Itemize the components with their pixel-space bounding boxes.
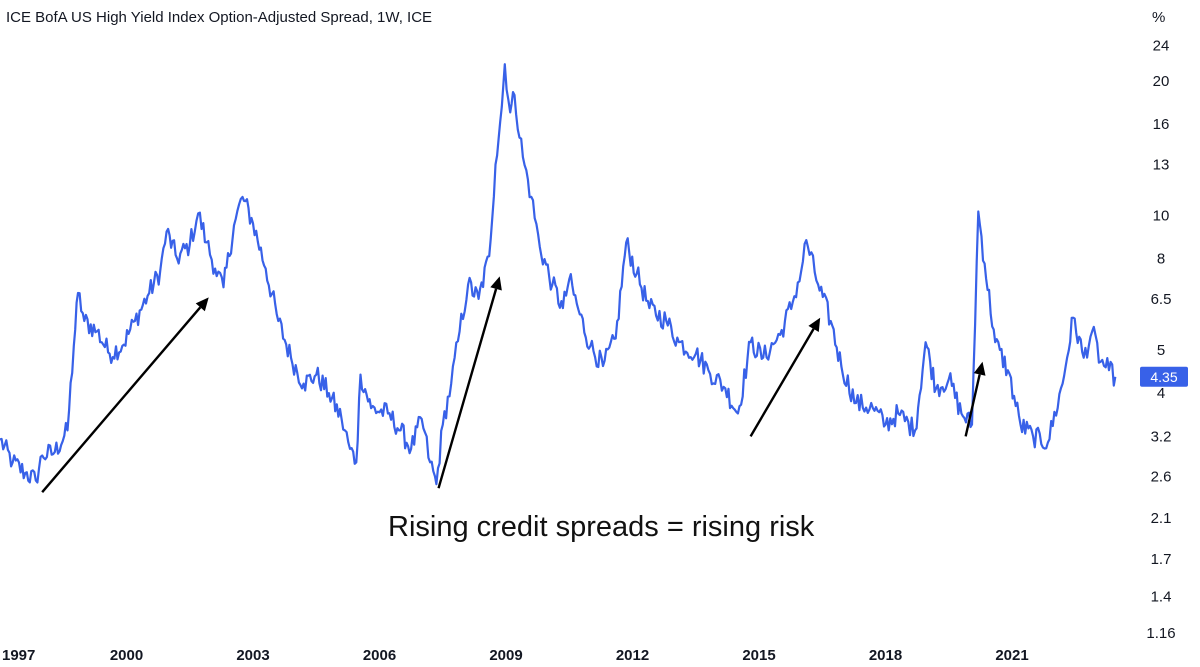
y-axis-ticks: 24 20 16 13 10 8 6.5 5 4 3.2 2.6 2.1 1.7 1.4 1.16 bbox=[1146, 38, 1175, 643]
y-tick-label: 3.2 bbox=[1151, 428, 1172, 445]
x-tick-label: 2009 bbox=[489, 647, 522, 664]
y-tick-label: 13 bbox=[1153, 156, 1170, 173]
x-tick-label: 2021 bbox=[995, 647, 1028, 664]
arrow-shaft bbox=[437, 288, 498, 489]
annotation-arrows bbox=[41, 276, 986, 493]
y-tick-label: 1.4 bbox=[1151, 589, 1172, 606]
chart-title: ICE BofA US High Yield Index Option-Adju… bbox=[6, 9, 432, 26]
y-tick-label: 2.1 bbox=[1151, 510, 1172, 527]
x-tick-label: 2003 bbox=[236, 647, 269, 664]
last-value-text: 4.35 bbox=[1150, 369, 1177, 385]
last-value-label: 4.35 bbox=[1140, 366, 1188, 387]
x-axis-ticks: 1997 2000 2003 2006 2009 2012 2015 2018 2021 bbox=[2, 647, 1029, 664]
x-tick-label: 2006 bbox=[363, 647, 396, 664]
y-tick-label: 8 bbox=[1157, 251, 1165, 268]
y-axis-unit: % bbox=[1152, 9, 1165, 26]
x-tick-label: 2018 bbox=[869, 647, 902, 664]
series-layer bbox=[0, 63, 1117, 486]
y-tick-label: 5 bbox=[1157, 342, 1165, 359]
arrow-head bbox=[490, 276, 502, 291]
arrow-head bbox=[973, 361, 986, 376]
series-line bbox=[0, 63, 1117, 486]
x-tick-label: 2015 bbox=[742, 647, 775, 664]
y-tick-label: 1.16 bbox=[1146, 625, 1175, 642]
y-tick-label: 20 bbox=[1153, 73, 1170, 90]
last-value-badge bbox=[1140, 366, 1188, 387]
y-tick-label: 6.5 bbox=[1151, 291, 1172, 308]
x-tick-label: 1997 bbox=[2, 647, 35, 664]
arrow-shaft bbox=[41, 306, 202, 493]
arrow-head bbox=[195, 297, 209, 312]
arrow-shaft bbox=[749, 328, 815, 437]
annotation-text: Rising credit spreads = rising risk bbox=[388, 511, 815, 543]
x-tick-label: 2000 bbox=[110, 647, 143, 664]
y-tick-label: 24 bbox=[1153, 38, 1170, 55]
y-tick-label: 10 bbox=[1153, 207, 1170, 224]
arrow-head bbox=[808, 317, 821, 332]
arrow-shaft bbox=[964, 374, 981, 437]
y-tick-label: 1.7 bbox=[1151, 551, 1172, 568]
y-tick-label: 2.6 bbox=[1151, 469, 1172, 486]
x-tick-label: 2012 bbox=[616, 647, 649, 664]
y-tick-label: 4 bbox=[1157, 385, 1165, 402]
y-tick-label: 16 bbox=[1153, 116, 1170, 133]
